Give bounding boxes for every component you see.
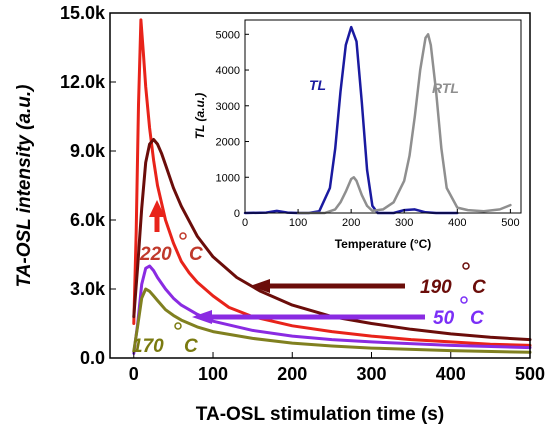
inset-y-tick-label: 2000 [216, 137, 240, 149]
inset-x-tick-label: 100 [289, 217, 307, 229]
annotation-170-value: 170 [132, 336, 164, 357]
annotation-190-unit: C [472, 277, 486, 298]
annotation-50-unit: C [470, 308, 484, 329]
arrow-220-head [149, 200, 165, 217]
main-plot-frame [109, 12, 531, 359]
main-y-tick-label: 9.0k [70, 141, 106, 161]
annotation-170-degree [174, 322, 182, 330]
main-series-group [132, 18, 532, 355]
main-y-tick-label: 12.0k [60, 72, 106, 92]
arrow-190-head [250, 279, 270, 293]
main-x-tick-label: 0 [129, 364, 139, 384]
inset-x-axis-label: Temperature (°C) [335, 237, 432, 251]
inset-x-tick-label: 400 [448, 217, 466, 229]
main-series-50 [132, 264, 532, 355]
annotation-220-value: 220 [139, 244, 172, 265]
inset-y-tick-label: 3000 [216, 101, 240, 113]
inset-x-tick-label: 500 [501, 217, 519, 229]
arrow-50-head [192, 310, 212, 324]
main-series-170 [132, 287, 532, 354]
inset-y-tick-label: 4000 [216, 65, 240, 77]
main-x-tick-label: 400 [436, 364, 466, 384]
main-x-tick-label: 200 [277, 364, 307, 384]
inset-tl-label: TL [309, 77, 326, 93]
inset-y-tick-label: 5000 [216, 29, 240, 41]
annotation-50-degree [460, 296, 468, 304]
annotation-190-value: 190 [420, 277, 452, 298]
main-x-axis-label: TA-OSL stimulation time (s) [196, 404, 444, 425]
annotation-170-unit: C [184, 336, 198, 357]
inset-series-rtl [296, 33, 512, 215]
main-y-axis-label: TA-OSL intensity (a.u.) [14, 84, 35, 287]
main-y-tick-label: 6.0k [70, 210, 106, 230]
main-plot: 0 100 200 300 400 5000.03.0k6.0k9.0k12.0k15.0… [14, 3, 545, 425]
main-ticks: 0 100 200 300 400 5000.03.0k6.0k9.0k12.0k15.0… [60, 3, 545, 384]
annotation-arrows [149, 200, 425, 324]
inset-rtl-label: RTL [432, 80, 459, 96]
main-series-190 [132, 138, 532, 342]
main-x-tick-label: 500 [515, 364, 545, 384]
annotation-220-unit: C [189, 244, 203, 265]
main-y-tick-label: 3.0k [70, 279, 106, 299]
inset-background [240, 18, 523, 213]
inset-x-tick-label: 200 [342, 217, 360, 229]
annotation-50-value: 50 [433, 308, 455, 329]
inset-y-axis-label: TL (a.u.) [193, 93, 207, 139]
inset-y-tick-label: 0 [234, 208, 240, 220]
main-y-tick-label: 15.0k [60, 3, 106, 23]
inset-y-tick-label: 1000 [216, 172, 240, 184]
annotation-190-degree [462, 262, 470, 270]
main-series-220 [132, 18, 532, 347]
annotation-220-degree [179, 232, 187, 240]
inset-plot-frame [244, 19, 522, 214]
main-y-tick-label: 0.0 [80, 348, 105, 368]
inset-x-tick-label: 300 [395, 217, 413, 229]
inset-x-tick-label: 0 [242, 217, 248, 229]
main-x-tick-label: 300 [356, 364, 386, 384]
main-x-tick-label: 100 [198, 364, 228, 384]
